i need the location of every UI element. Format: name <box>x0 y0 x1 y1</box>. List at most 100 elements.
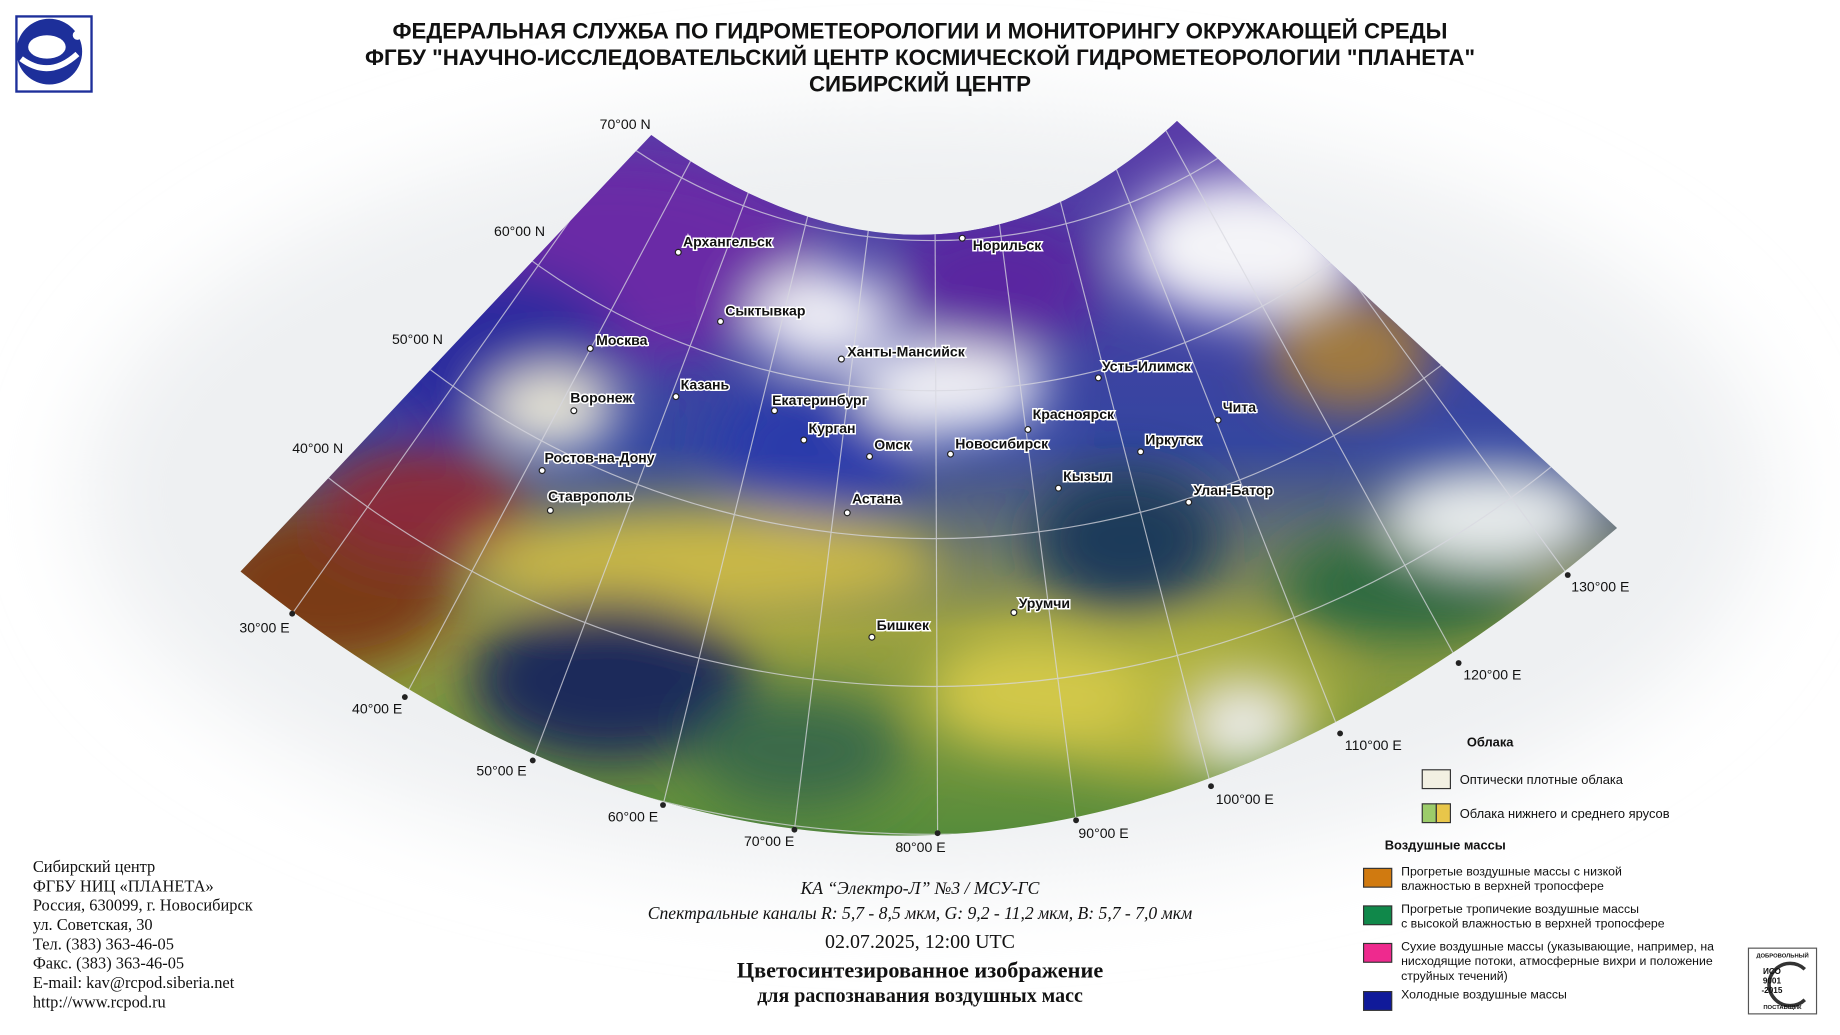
parallel <box>240 120 1618 835</box>
city-marker <box>843 509 851 517</box>
city-marker <box>868 633 876 641</box>
longitude-marker <box>401 694 408 700</box>
city-label: Курган <box>809 420 856 436</box>
legend-swatch <box>1362 905 1393 926</box>
city-label: Омск <box>874 436 911 452</box>
iso-mark <box>1767 961 1807 1008</box>
meridian <box>512 120 934 814</box>
city-label: Воронеж <box>570 389 633 405</box>
city-label: Бишкек <box>877 617 930 633</box>
contact-line: ул. Советская, 30 <box>33 915 153 934</box>
parallel <box>398 120 1468 242</box>
longitude-label: 110°00 E <box>1345 737 1402 753</box>
header-line: ФЕДЕРАЛЬНАЯ СЛУЖБА ПО ГИДРОМЕТЕОРОЛОГИИ … <box>393 19 1448 44</box>
legend-text: с высокой влажностью в верхней тропосфер… <box>1401 917 1665 931</box>
longitude-marker <box>1564 572 1571 578</box>
city-label: Архангельск <box>683 233 773 249</box>
latitude-label: 50°00 N <box>392 331 443 347</box>
contact-line: Сибирский центр <box>33 857 155 876</box>
longitude-marker <box>529 757 536 764</box>
caption-channels: Спектральные каналы R: 5,7 - 8,5 мкм, G:… <box>648 903 1192 923</box>
iso-text: -2015 <box>1761 986 1782 995</box>
city-marker <box>570 407 578 415</box>
longitude-label: 30°00 E <box>239 619 289 635</box>
legend-text: Облака нижнего и среднего ярусов <box>1460 806 1670 821</box>
city-label: Урумчи <box>1019 595 1071 611</box>
latitude-label: 40°00 N <box>292 440 343 456</box>
city-label: Кызыл <box>1063 468 1112 484</box>
city-marker <box>1137 448 1145 456</box>
city-label: Астана <box>852 490 901 506</box>
header-line: ФГБУ "НАУЧНО-ИССЛЕДОВАТЕЛЬСКИЙ ЦЕНТР КОС… <box>365 45 1475 70</box>
legend-swatch <box>1421 803 1437 824</box>
city-label: Улан-Батор <box>1193 482 1273 498</box>
city-marker <box>586 345 594 353</box>
city-label: Чита <box>1223 399 1256 415</box>
longitude-marker <box>1455 660 1462 666</box>
city-marker <box>1185 498 1193 506</box>
longitude-label: 100°00 E <box>1216 791 1274 807</box>
contact-line: Россия, 630099, г. Новосибирск <box>33 896 253 915</box>
iso-text: ПОСТАВЩИК <box>1763 1005 1802 1011</box>
parallel <box>248 120 1618 392</box>
legend-text: Холодные воздушные массы <box>1401 988 1567 1002</box>
legend-swatch <box>1421 769 1451 790</box>
legend-text: нисходящие потоки, атмосферные вихри и п… <box>1401 954 1713 968</box>
legend-text: Сухие воздушные массы (указывающие, напр… <box>1401 940 1714 954</box>
longitude-marker <box>791 826 798 833</box>
iso-text: 9001 <box>1763 976 1782 985</box>
legend-text: струйных течений) <box>1401 969 1508 983</box>
legend-swatch <box>1435 803 1451 824</box>
longitude-marker <box>289 610 296 617</box>
longitude-label: 80°00 E <box>895 839 945 855</box>
legend-text: Оптически плотные облака <box>1460 772 1624 787</box>
meridian <box>377 120 934 747</box>
parallel <box>240 120 1618 688</box>
city-label: Казань <box>681 377 730 393</box>
longitude-label: 120°00 E <box>1463 666 1521 682</box>
iso-badge <box>1747 947 1818 1015</box>
meridian <box>932 120 1362 785</box>
city-marker <box>837 355 845 363</box>
city-label: Екатеринбург <box>772 392 868 408</box>
caption-title: Цветосинтезированное изображение <box>737 957 1104 982</box>
longitude-label: 50°00 E <box>476 763 526 779</box>
legend-text: влажностью в верхней тропосфере <box>1401 879 1604 893</box>
header-line: СИБИРСКИЙ ЦЕНТР <box>809 72 1031 97</box>
latitude-label: 60°00 N <box>494 223 545 239</box>
city-marker <box>716 318 725 326</box>
longitude-marker <box>660 802 666 808</box>
contact-line: E-mail: kav@rcpod.siberia.net <box>33 973 235 992</box>
parallel <box>240 120 1618 540</box>
contact-line: http://www.rcpod.ru <box>33 992 166 1011</box>
contact-line: Факс. (383) 363-46-05 <box>33 954 184 973</box>
city-marker <box>1094 374 1102 382</box>
iso-text: ДОБРОВОЛЬНЫЙ <box>1756 952 1808 960</box>
meridian <box>932 120 1226 836</box>
city-marker <box>1024 425 1032 434</box>
contact-line: Тел. (383) 363-46-05 <box>33 934 174 953</box>
legend-title: Воздушные массы <box>1385 838 1506 853</box>
city-label: Москва <box>596 332 647 348</box>
longitude-marker <box>1208 783 1214 790</box>
longitude-label: 60°00 E <box>608 808 658 824</box>
contact-line: ФГБУ НИЦ «ПЛАНЕТА» <box>33 876 214 895</box>
city-label: Иркутск <box>1145 432 1201 448</box>
city-marker <box>866 452 874 460</box>
meridian <box>932 120 1486 712</box>
city-marker <box>946 450 955 458</box>
longitude-marker <box>1337 730 1344 737</box>
longitude-label: 90°00 E <box>1078 825 1128 841</box>
longitude-label: 40°00 E <box>352 700 402 716</box>
city-label: Норильск <box>973 237 1042 253</box>
meridian <box>932 120 1084 836</box>
longitude-marker <box>1073 817 1080 824</box>
meridian <box>648 120 934 836</box>
city-marker <box>1010 609 1018 617</box>
legend-swatch <box>1362 867 1393 888</box>
caption-datetime: 02.07.2025, 12:00 UTC <box>825 931 1015 953</box>
longitude-label: 70°00 E <box>744 833 794 849</box>
meridian <box>786 120 934 836</box>
